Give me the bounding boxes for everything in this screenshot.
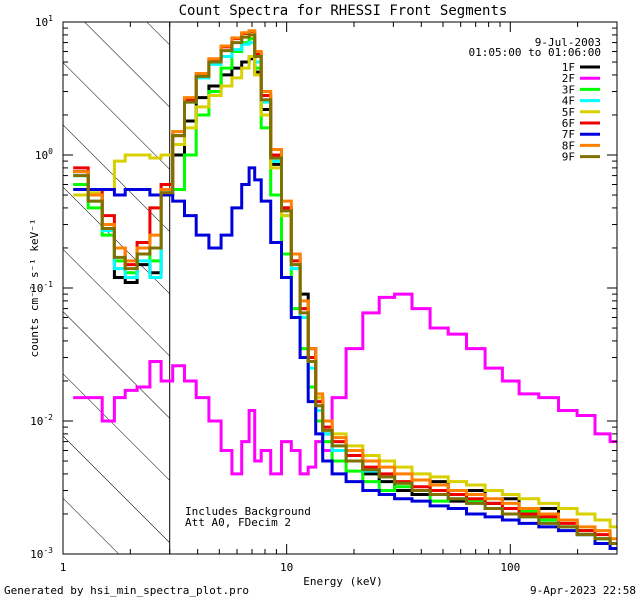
x-tick-label: 100 [500, 561, 520, 574]
y-tick-label: 100 [35, 147, 53, 162]
annotation-background: Includes Background [185, 505, 311, 518]
series-layer [73, 29, 617, 550]
axes-layer: 1 10 100 10-3 10-2 10-1 100 101 [30, 14, 618, 574]
hatched-region [63, 22, 170, 554]
x-tick-label: 10 [280, 561, 293, 574]
chart-title: Count Spectra for RHESSI Front Segments [179, 3, 508, 19]
x-axis-label: Energy (keV) [303, 575, 382, 588]
y-tick-label: 101 [35, 14, 53, 29]
time-range-label: 01:05:00 to 01:06:00 [469, 46, 601, 59]
footer-generator: Generated by hsi_min_spectra_plot.pro [4, 584, 249, 597]
series-2F [73, 292, 617, 476]
legend-label-8F: 8F [562, 139, 575, 152]
legend-label-9F: 9F [562, 151, 575, 164]
y-tick-label: 10-2 [30, 413, 53, 428]
hatched-region-layer [63, 22, 171, 554]
legend-label-1F: 1F [562, 61, 575, 74]
legend-label-4F: 4F [562, 95, 575, 108]
legend-label-2F: 2F [562, 72, 575, 85]
legend-label-7F: 7F [562, 128, 575, 141]
legend-label-3F: 3F [562, 83, 575, 96]
footer-timestamp: 9-Apr-2023 22:58 [530, 584, 636, 597]
y-axis-label: counts cm⁻² s⁻¹ keV⁻¹ [28, 218, 41, 357]
y-tick-label: 10-1 [30, 280, 53, 295]
date-label: 9-Jul-2003 [535, 36, 601, 49]
x-tick-label: 1 [60, 561, 67, 574]
y-tick-label: 10-3 [30, 546, 53, 561]
legend-label-5F: 5F [562, 106, 575, 119]
annotation-attenuator: Att A0, FDecim 2 [185, 516, 291, 529]
series-9F [73, 33, 617, 545]
series-7F [73, 166, 617, 550]
legend-label-6F: 6F [562, 117, 575, 130]
